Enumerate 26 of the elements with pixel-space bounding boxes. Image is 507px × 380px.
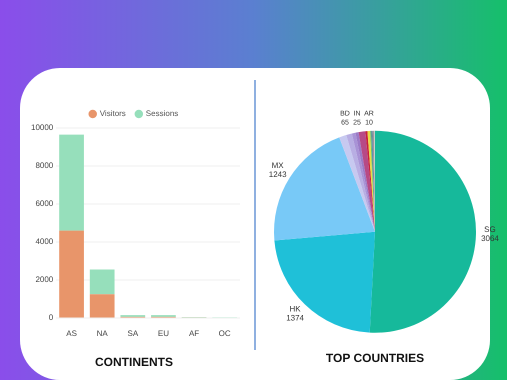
bar xyxy=(90,270,115,294)
y-tick-label: 10000 xyxy=(30,123,54,132)
slice-label: MX xyxy=(272,160,284,170)
x-tick-label: OC xyxy=(218,329,231,338)
text: CONTINENTS xyxy=(95,355,173,370)
x-tick-label: EU xyxy=(158,329,170,338)
bar xyxy=(59,230,84,318)
x-tick-label: SA xyxy=(127,329,139,338)
y-tick-label: 8000 xyxy=(35,161,54,170)
text: TOP COUNTRIES xyxy=(326,351,424,366)
x-tick-label: AS xyxy=(66,329,77,338)
slice-label: HK xyxy=(290,304,302,314)
legend-label: Visitors xyxy=(100,109,126,118)
data-label: 1374 xyxy=(286,314,305,323)
slice-label: SG xyxy=(484,225,496,234)
y-tick-label: 2000 xyxy=(35,275,54,284)
y-tick-label: 0 xyxy=(48,313,54,322)
y-tick-label: 6000 xyxy=(35,199,54,208)
bar xyxy=(59,134,84,231)
legend-label: Sessions xyxy=(146,109,178,118)
data-label: 3064 xyxy=(481,234,500,243)
x-tick-label: NA xyxy=(96,329,108,338)
x-tick-label: AF xyxy=(188,329,200,338)
y-tick-label: 4000 xyxy=(35,237,54,246)
data-label: 1243 xyxy=(268,170,288,179)
bar xyxy=(90,294,115,318)
